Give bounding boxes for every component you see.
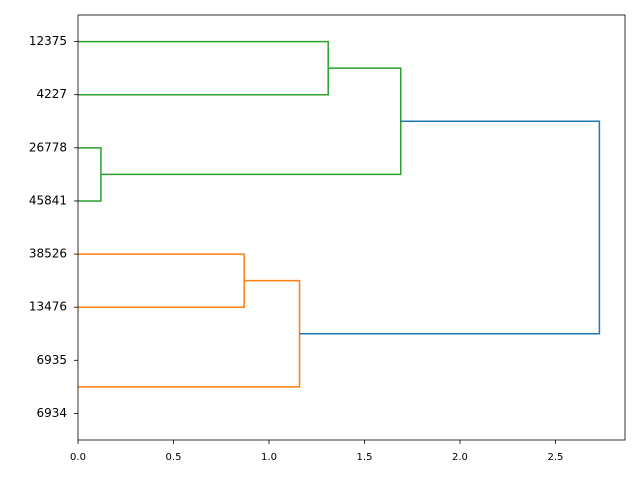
y-tick-label: 4227 [36, 87, 67, 101]
plot-frame [77, 14, 626, 441]
link [78, 40, 329, 96]
x-tick-label: 1.5 [357, 452, 373, 463]
y-tick-label: 13476 [29, 300, 67, 314]
x-tick-label: 1.0 [261, 452, 277, 463]
y-tick-label: 26778 [29, 140, 67, 154]
x-tick-label: 0.5 [166, 452, 182, 463]
x-tick-label: 2.5 [548, 452, 564, 463]
y-tick-label: 45841 [29, 193, 67, 207]
link [78, 279, 301, 388]
y-tick-label: 38526 [29, 247, 67, 261]
x-tick-label: 2.0 [452, 452, 468, 463]
y-tick-label: 6935 [36, 353, 67, 367]
x-tick-label: 0.0 [70, 452, 86, 463]
link [299, 120, 601, 335]
y-tick-label: 6934 [36, 406, 67, 420]
y-tick-label: 12375 [29, 34, 67, 48]
